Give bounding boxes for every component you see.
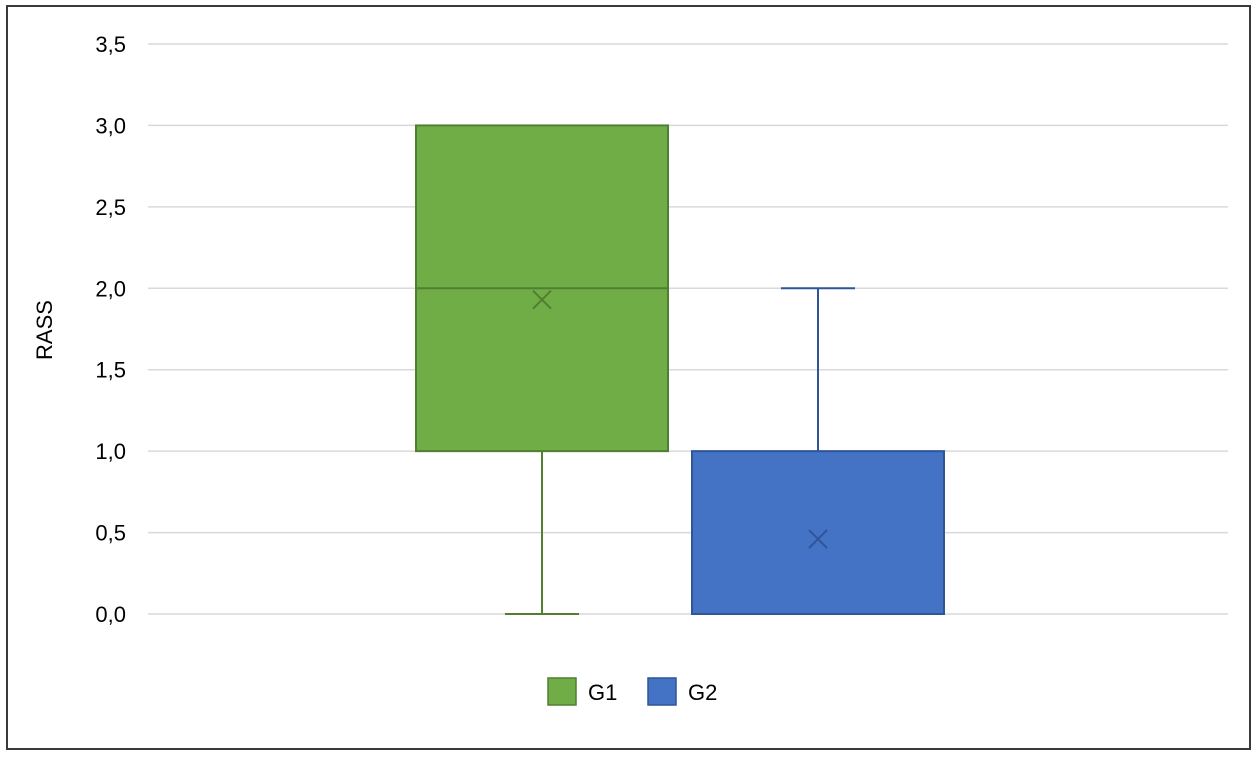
legend-label: G1 bbox=[588, 680, 617, 705]
y-tick-label: 0,5 bbox=[95, 521, 126, 546]
y-tick-label: 2,5 bbox=[95, 195, 126, 220]
mean-marker bbox=[808, 529, 828, 549]
y-axis-title: RASS bbox=[32, 300, 57, 360]
legend-item-g1: G1 bbox=[547, 677, 617, 706]
y-tick-label: 1,0 bbox=[95, 439, 126, 464]
box-g1 bbox=[415, 124, 669, 615]
y-tick-label: 2,0 bbox=[95, 276, 126, 301]
y-tick-label: 1,5 bbox=[95, 358, 126, 383]
y-tick-label: 0,0 bbox=[95, 602, 126, 627]
box-body bbox=[691, 450, 945, 615]
legend-item-g2: G2 bbox=[647, 677, 717, 706]
legend: G1 G2 bbox=[547, 677, 717, 706]
legend-swatch bbox=[547, 677, 577, 706]
mean-marker bbox=[532, 289, 552, 310]
box-series bbox=[415, 124, 945, 615]
y-axis-title-group: RASS bbox=[32, 300, 57, 360]
y-tick-label: 3,5 bbox=[95, 32, 126, 57]
legend-label: G2 bbox=[688, 680, 717, 705]
box-g2 bbox=[691, 287, 945, 615]
mean-marker-stroke bbox=[532, 289, 552, 310]
y-axis-ticks: 0,0 0,5 1,0 1,5 2,0 2,5 3,0 3,5 bbox=[95, 32, 126, 627]
y-tick-label: 3,0 bbox=[95, 113, 126, 138]
gridlines bbox=[148, 43, 1228, 615]
legend-swatch bbox=[647, 677, 677, 706]
mean-marker-stroke bbox=[808, 529, 828, 549]
